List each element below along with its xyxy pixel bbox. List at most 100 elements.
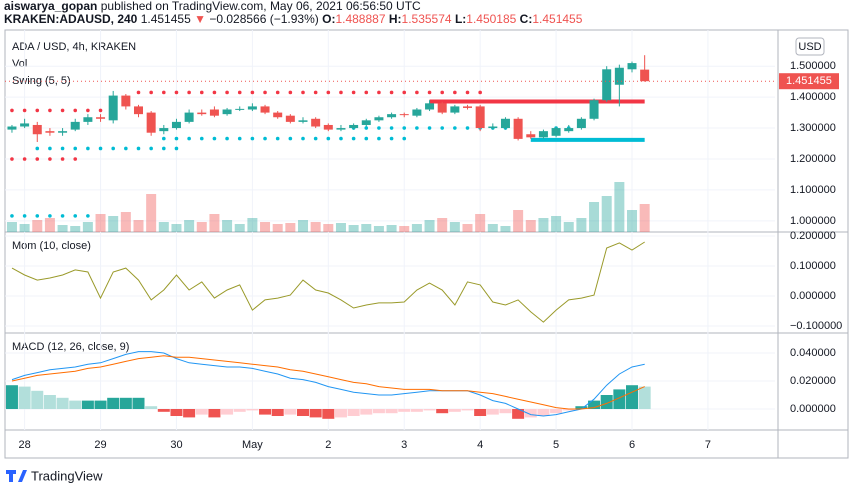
y-tick-label: 1.200000: [790, 153, 836, 165]
histogram-bar: [575, 406, 588, 410]
swing-dot: [187, 90, 191, 95]
histogram-bar: [43, 395, 56, 410]
macd-line: [11, 355, 645, 410]
volume-bar: [589, 202, 600, 232]
logo[interactable]: TradingView: [6, 468, 103, 483]
swing-dot: [48, 108, 52, 113]
swing-dot: [10, 157, 14, 161]
quote-line: KRAKEN:ADAUSD, 240 1.451455 ▼ −0.028566 …: [4, 13, 582, 26]
candle-body: [564, 128, 574, 132]
swing-dot: [86, 146, 90, 151]
published: published on TradingView.com, May 06, 20…: [100, 0, 421, 13]
swing-dot: [35, 157, 40, 161]
swing-dot: [301, 90, 305, 95]
swing-dot: [313, 90, 318, 95]
candle-body: [538, 131, 548, 138]
candle-body: [134, 106, 144, 115]
candle-body: [20, 123, 30, 127]
histogram-bar: [626, 385, 639, 410]
candle-body: [235, 108, 245, 110]
histogram-bar: [170, 409, 183, 417]
histogram-bar: [638, 386, 651, 410]
unit: USD: [798, 41, 821, 53]
y-tick-label: 0.000000: [790, 403, 836, 415]
pane-title: ADA / USD, 4h, KRAKEN: [12, 41, 136, 53]
swing-dot: [162, 136, 166, 141]
candle-body: [500, 118, 510, 129]
volume-bar: [437, 218, 448, 232]
volume-bar: [335, 223, 346, 232]
histogram-bar: [81, 400, 94, 410]
histogram-bar: [448, 409, 461, 412]
histogram-bar: [246, 409, 259, 411]
swing-dot: [364, 90, 369, 95]
change: −0.028566 (−1.93%): [209, 12, 319, 26]
swing-dot: [275, 136, 280, 141]
swing-dot: [237, 90, 242, 95]
volume-bar: [146, 194, 157, 232]
swing-dot: [377, 136, 381, 141]
swing-dot: [326, 90, 331, 95]
pane-title: MACD (12, 26, close, 9): [12, 341, 129, 353]
swing-dot: [275, 90, 280, 95]
volume-bar: [171, 224, 182, 232]
swing-dot: [402, 136, 407, 141]
l-label: L:: [454, 12, 467, 26]
histogram-bar: [486, 409, 499, 415]
x-tick-label: 7: [705, 439, 711, 451]
y-tick-label: 0.000000: [790, 290, 836, 302]
candle-body: [463, 106, 473, 108]
volume-bar: [475, 214, 486, 232]
volume-bar: [247, 218, 258, 232]
x-tick-label: 2: [325, 439, 331, 451]
histogram-bar: [221, 409, 234, 415]
swing-dot: [351, 136, 356, 141]
swing-dot: [22, 214, 27, 218]
swing-dot: [263, 90, 267, 95]
volume-bar: [32, 220, 43, 232]
volume-bar: [95, 214, 106, 232]
histogram-bar: [94, 400, 107, 410]
symbol: KRAKEN:ADAUSD, 240: [4, 12, 138, 26]
histogram-bar: [297, 409, 310, 417]
y-tick-label: 1.500000: [790, 60, 836, 72]
swing-dot: [199, 90, 204, 95]
author[interactable]: aiswarya_gopan: [4, 0, 98, 13]
histogram-bar: [385, 409, 398, 414]
candle-body: [488, 126, 498, 129]
volume-bar: [70, 226, 81, 232]
header: aiswarya_gopan published on TradingView.…: [4, 0, 582, 26]
swing-dot: [174, 136, 179, 141]
candle-body: [399, 114, 409, 116]
histogram-bar: [588, 400, 601, 410]
swing-dot: [98, 108, 103, 113]
histogram-bar: [18, 386, 31, 410]
last-price-label: 1.451455: [786, 75, 832, 87]
swing-dot: [453, 90, 457, 95]
last: 1.451455: [140, 12, 191, 26]
swing-dot: [212, 136, 217, 141]
unit-box[interactable]: [795, 37, 825, 56]
swing-dot: [136, 146, 141, 151]
volume-bar: [361, 224, 372, 232]
candle-body: [526, 134, 536, 138]
o-label: O:: [322, 12, 336, 26]
histogram-bar: [56, 397, 69, 410]
volume-bar: [563, 222, 574, 232]
candle-body: [32, 124, 42, 135]
swing-dot: [22, 157, 27, 161]
c: 1.451455: [532, 12, 583, 26]
volume-bar: [513, 210, 524, 232]
histogram-bar: [157, 409, 170, 412]
candle-body: [209, 109, 219, 116]
candle-body: [349, 124, 359, 129]
histogram-bar: [562, 409, 575, 411]
histogram-bar: [233, 409, 246, 412]
candle-body: [640, 69, 650, 82]
candle-body: [336, 128, 346, 130]
last-price-box: [779, 73, 839, 90]
swing-dot: [389, 90, 394, 95]
swing-dot: [174, 90, 179, 95]
histogram-bar: [334, 409, 347, 418]
